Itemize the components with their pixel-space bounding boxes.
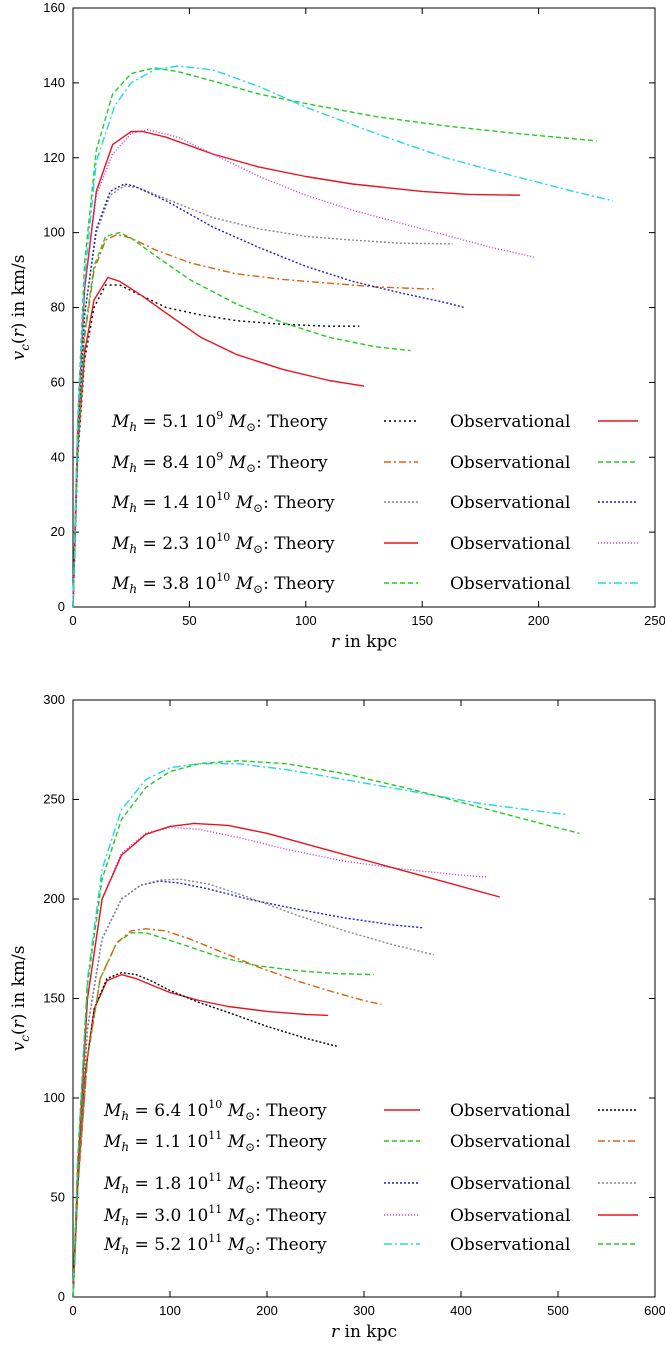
x-axis-label: r in kpc [331,1322,397,1342]
legend-entry: Mh = 5.2 1011 M⊙: Theory Observational [103,1232,638,1257]
legend-observational-label: Observational [450,1235,571,1255]
legend-theory-label: Mh = 1.8 1011 M⊙: Theory [103,1171,327,1196]
x-tick-label: 100 [295,613,317,628]
legend-observational-label: Observational [450,1132,571,1152]
y-tick-label: 160 [43,0,65,15]
series-obs-row-3-line [72,183,465,608]
y-tick-label: 0 [58,1289,65,1304]
legend-entry: Mh = 5.1 109 M⊙: Theory Observational [111,409,638,434]
y-tick-label: 250 [43,792,65,807]
legend-entry: Mh = 1.1 1011 M⊙: Theory Observational [103,1129,638,1154]
legend-entry: Mh = 8.4 109 M⊙: Theory Observational [111,450,638,475]
x-tick-label: 250 [644,613,665,628]
legend-observational-label: Observational [450,412,571,432]
y-axis-label: vc(r) in km/s [9,946,32,1052]
legend-theory-label: Mh = 5.1 109 M⊙: Theory [111,409,328,434]
chart-panel-2: 0 100 200 300 400 500 600 0 50 100 150 200 250 300 r i… [9,692,665,1342]
legend-observational-label: Observational [450,534,571,554]
legend-theory-label: Mh = 1.4 1010 M⊙: Theory [111,490,335,515]
legend-observational-label: Observational [450,1174,571,1194]
series-theory-row-5-line [72,763,566,1298]
legend-entry: Mh = 1.8 1011 M⊙: Theory Observational [103,1171,638,1196]
legend-entry: Mh = 1.4 1010 M⊙: Theory Observational [111,490,638,515]
series-theory-row-3-line [72,880,425,1298]
x-tick-label: 200 [528,613,550,628]
y-tick-label: 200 [43,891,65,906]
y-tick-label: 80 [51,300,65,315]
legend-observational-label: Observational [450,1101,571,1121]
series-obs-row-2-line [72,928,382,1298]
series-obs-row-4-line [72,822,500,1298]
y-axis-label: vc(r) in km/s [9,255,32,361]
legend-entry: Mh = 6.4 1010 M⊙: Theory Observational [103,1098,638,1123]
series-theory-row-2-line [72,233,434,608]
legend-theory-label: Mh = 5.2 1011 M⊙: Theory [103,1232,327,1257]
legend-observational-label: Observational [450,1206,571,1226]
chart-panel-1: 0 50 100 150 200 250 0 20 40 60 80 100 120 140 160 r in… [9,0,665,652]
legend-theory-label: Mh = 2.3 1010 M⊙: Theory [111,531,335,556]
legend-entry: Mh = 3.0 1011 M⊙: Theory Observational [103,1203,638,1228]
series-obs-row-1-line [72,276,365,608]
legend-theory-label: Mh = 6.4 1010 M⊙: Theory [103,1098,327,1123]
series-theory-row-3-line [72,185,453,608]
y-tick-label: 300 [43,692,65,707]
legend-theory-label: Mh = 3.0 1011 M⊙: Theory [103,1203,327,1228]
legend-observational-label: Observational [450,493,571,513]
x-tick-label: 100 [159,1303,181,1318]
x-tick-label: 400 [450,1303,472,1318]
y-tick-label: 100 [43,1090,65,1105]
series-obs-row-2-line [72,231,411,608]
y-tick-label: 50 [51,1190,65,1205]
series-theory-row-4-line [72,826,489,1298]
x-axis-label: r in kpc [331,632,397,652]
y-tick-label: 140 [43,75,65,90]
series-obs-row-5-line [72,65,614,608]
x-tick-label: 600 [644,1303,665,1318]
x-tick-label: 300 [353,1303,375,1318]
y-tick-label: 0 [58,599,65,614]
y-tick-label: 20 [51,524,65,539]
legend-theory-label: Mh = 3.8 1010 M⊙: Theory [111,571,335,596]
y-tick-label: 100 [43,225,65,240]
x-tick-label: 50 [182,613,196,628]
series-obs-row-1-line [72,971,337,1298]
series-obs-row-3-line [72,878,434,1298]
legend-entry: Mh = 3.8 1010 M⊙: Theory Observational [111,571,638,596]
series-theory-row-5-line [72,67,597,608]
x-tick-label: 0 [69,1303,76,1318]
x-tick-label: 500 [547,1303,569,1318]
legend-observational-label: Observational [450,574,571,594]
series-theory-row-2-line [72,932,374,1298]
y-tick-label: 40 [51,449,65,464]
series-obs-row-5-line [72,760,580,1298]
x-tick-label: 200 [256,1303,278,1318]
legend-observational-label: Observational [450,453,571,473]
y-tick-label: 60 [51,374,65,389]
legend-entry: Mh = 2.3 1010 M⊙: Theory Observational [111,531,638,556]
x-tick-label: 0 [69,613,76,628]
plot-frame [72,7,656,608]
legend-theory-label: Mh = 1.1 1011 M⊙: Theory [103,1129,327,1154]
x-tick-label: 150 [411,613,433,628]
y-tick-label: 120 [43,150,65,165]
y-tick-label: 150 [43,991,65,1006]
legend-theory-label: Mh = 8.4 109 M⊙: Theory [111,450,328,475]
